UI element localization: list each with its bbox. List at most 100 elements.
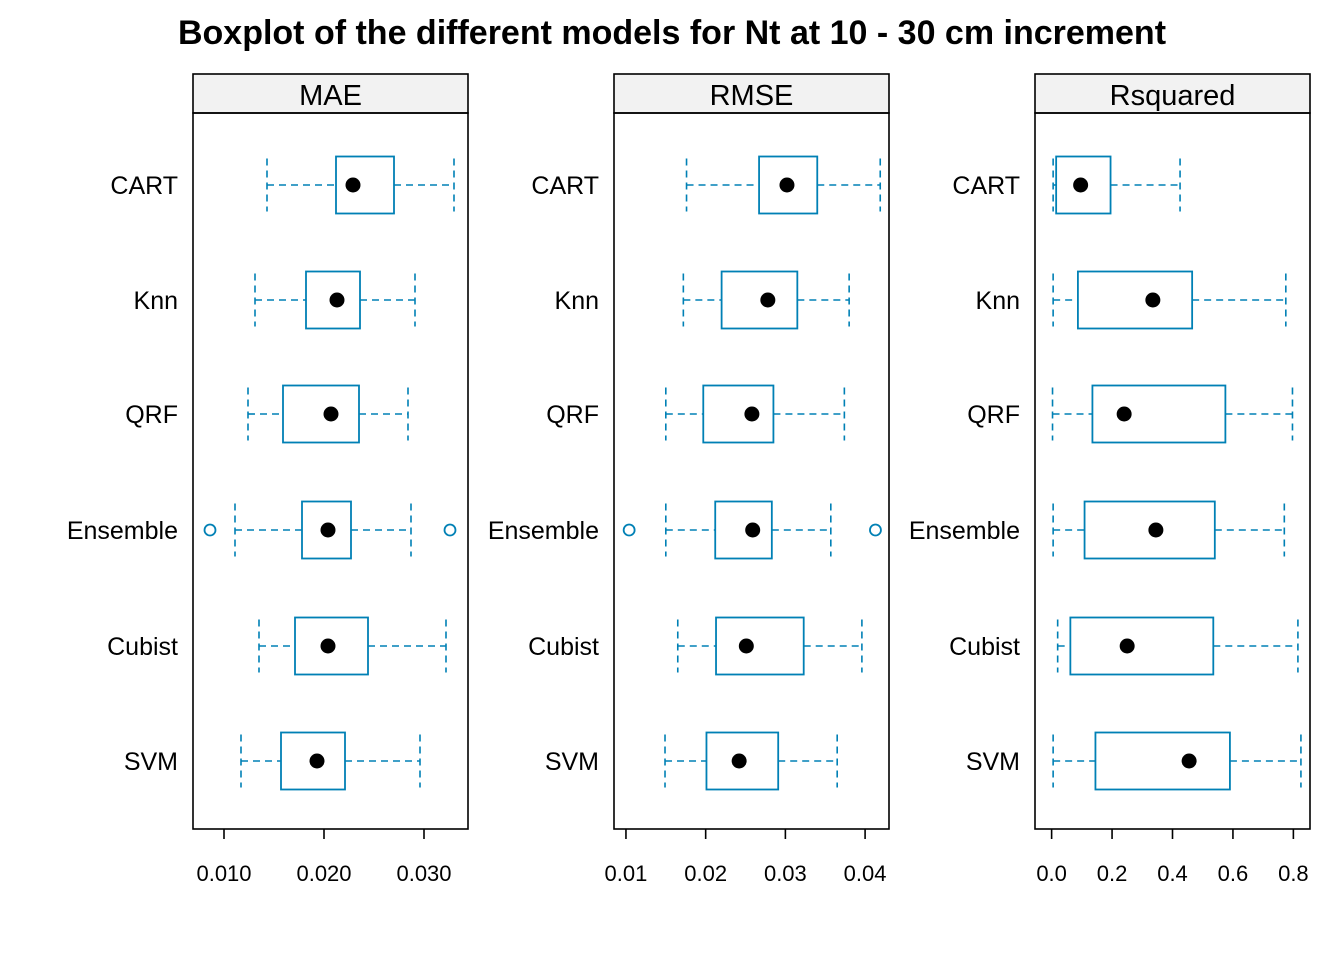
category-label-cubist: Cubist <box>107 633 178 661</box>
strip-header <box>192 73 469 114</box>
category-label-cubist: Cubist <box>949 633 1020 661</box>
iqr-box <box>335 155 395 215</box>
box-ensemble <box>203 500 457 560</box>
median-dot <box>779 177 795 193</box>
outlier-point <box>203 523 217 537</box>
median-dot <box>738 638 754 654</box>
median-dot <box>329 292 345 308</box>
median-dot <box>1148 522 1164 538</box>
iqr-box <box>282 384 360 444</box>
category-label-svm: SVM <box>966 748 1020 776</box>
outlier-point <box>443 523 457 537</box>
strip-label: Rsquared <box>1110 80 1236 112</box>
box-qrf <box>247 384 409 444</box>
iqr-box <box>714 500 773 560</box>
median-dot <box>1145 292 1161 308</box>
x-tick-label: 0.8 <box>1278 861 1309 886</box>
box-cubist <box>676 616 863 676</box>
x-tick-label: 0.02 <box>684 861 727 886</box>
strip-header <box>613 73 890 114</box>
category-label-svm: SVM <box>545 748 599 776</box>
box-knn <box>1052 270 1287 330</box>
iqr-box <box>1069 616 1215 676</box>
box-cart <box>685 155 882 215</box>
x-tick-label: 0.020 <box>296 861 351 886</box>
plot-frame <box>192 112 469 830</box>
iqr-box <box>305 270 361 330</box>
strip-header <box>1034 73 1311 114</box>
x-tick-label: 0.6 <box>1218 861 1249 886</box>
category-label-knn: Knn <box>555 287 599 315</box>
x-tick-label: 0.010 <box>196 861 251 886</box>
median-dot <box>323 406 339 422</box>
category-label-knn: Knn <box>976 287 1020 315</box>
iqr-box <box>705 731 780 791</box>
median-dot <box>309 753 325 769</box>
median-dot <box>1116 406 1132 422</box>
category-label-svm: SVM <box>124 748 178 776</box>
iqr-box <box>301 500 352 560</box>
median-dot <box>744 406 760 422</box>
x-tick-label: 0.4 <box>1157 861 1188 886</box>
iqr-box <box>1077 270 1194 330</box>
plot-frame <box>613 112 890 830</box>
plot-frame <box>1034 112 1311 830</box>
x-tick-label: 0.030 <box>396 861 451 886</box>
median-dot <box>760 292 776 308</box>
x-tick-label: 0.0 <box>1036 861 1067 886</box>
box-svm <box>1052 731 1302 791</box>
iqr-box <box>1055 155 1112 215</box>
category-label-qrf: QRF <box>125 401 178 429</box>
category-label-cubist: Cubist <box>528 633 599 661</box>
iqr-box <box>758 155 819 215</box>
box-knn <box>254 270 416 330</box>
strip-label: RMSE <box>710 80 794 112</box>
panel-rmse: RMSE CART Knn QRF Ensemble Cubist SVM 0.01 0.02 0… <box>488 73 890 886</box>
category-label-knn: Knn <box>134 287 178 315</box>
category-label-qrf: QRF <box>967 401 1020 429</box>
box-svm <box>240 731 421 791</box>
median-dot <box>731 753 747 769</box>
iqr-box <box>1091 384 1227 444</box>
iqr-box <box>280 731 346 791</box>
median-dot <box>320 522 336 538</box>
box-ensemble <box>622 500 882 560</box>
iqr-box <box>715 616 805 676</box>
median-dot <box>320 638 336 654</box>
box-knn <box>682 270 850 330</box>
box-cart <box>1052 155 1181 215</box>
box-cubist <box>1056 616 1299 676</box>
median-dot <box>1119 638 1135 654</box>
category-label-ensemble: Ensemble <box>909 517 1020 545</box>
chart-title: Boxplot of the different models for Nt a… <box>178 14 1166 52</box>
median-dot <box>1181 753 1197 769</box>
median-dot <box>1073 177 1089 193</box>
median-dot <box>345 177 361 193</box>
median-dot <box>745 522 761 538</box>
category-label-ensemble: Ensemble <box>488 517 599 545</box>
box-cubist <box>258 616 447 676</box>
x-tick-label: 0.04 <box>844 861 887 886</box>
iqr-box <box>720 270 799 330</box>
box-qrf <box>1051 384 1294 444</box>
box-svm <box>664 731 838 791</box>
iqr-box <box>294 616 369 676</box>
box-qrf <box>665 384 846 444</box>
box-ensemble <box>1052 500 1286 560</box>
iqr-box <box>702 384 775 444</box>
x-tick-label: 0.2 <box>1097 861 1128 886</box>
x-tick-label: 0.01 <box>605 861 648 886</box>
category-label-cart: CART <box>531 172 599 200</box>
category-label-cart: CART <box>952 172 1020 200</box>
category-label-qrf: QRF <box>546 401 599 429</box>
category-label-cart: CART <box>110 172 178 200</box>
box-cart <box>266 155 455 215</box>
category-label-ensemble: Ensemble <box>67 517 178 545</box>
x-tick-label: 0.03 <box>764 861 807 886</box>
iqr-box <box>1094 731 1231 791</box>
panel-rsquared: Rsquared CART Knn QRF Ensemble Cubist SVM 0.0 0.… <box>909 73 1311 886</box>
strip-label: MAE <box>299 80 362 112</box>
